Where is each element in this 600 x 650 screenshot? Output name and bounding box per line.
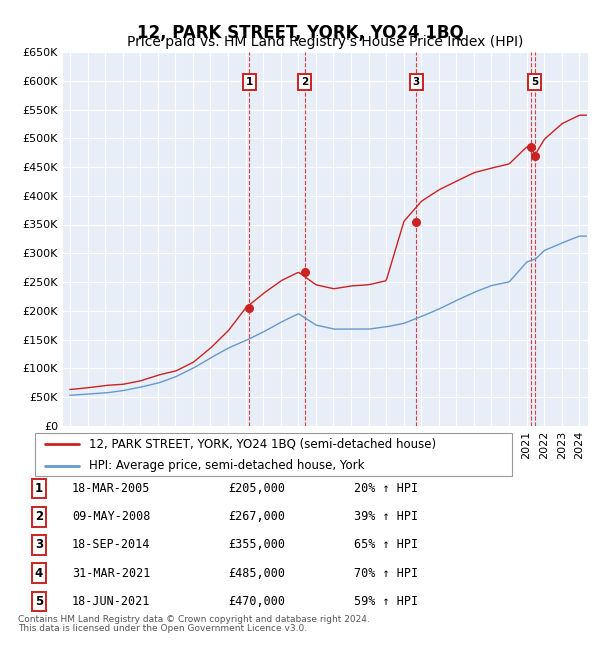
Text: 70% ↑ HPI: 70% ↑ HPI xyxy=(354,567,418,580)
Text: £485,000: £485,000 xyxy=(228,567,285,580)
Text: £267,000: £267,000 xyxy=(228,510,285,523)
Text: Contains HM Land Registry data © Crown copyright and database right 2024.: Contains HM Land Registry data © Crown c… xyxy=(18,616,370,624)
Text: 4: 4 xyxy=(35,567,43,580)
Text: This data is licensed under the Open Government Licence v3.0.: This data is licensed under the Open Gov… xyxy=(18,625,307,634)
Text: 20% ↑ HPI: 20% ↑ HPI xyxy=(354,482,418,495)
Text: 5: 5 xyxy=(531,77,538,87)
Text: 59% ↑ HPI: 59% ↑ HPI xyxy=(354,595,418,608)
Text: 18-SEP-2014: 18-SEP-2014 xyxy=(72,538,151,551)
Text: 31-MAR-2021: 31-MAR-2021 xyxy=(72,567,151,580)
Text: 39% ↑ HPI: 39% ↑ HPI xyxy=(354,510,418,523)
Text: £205,000: £205,000 xyxy=(228,482,285,495)
Text: 09-MAY-2008: 09-MAY-2008 xyxy=(72,510,151,523)
FancyBboxPatch shape xyxy=(35,433,512,476)
Text: HPI: Average price, semi-detached house, York: HPI: Average price, semi-detached house,… xyxy=(89,459,365,472)
Title: Price paid vs. HM Land Registry's House Price Index (HPI): Price paid vs. HM Land Registry's House … xyxy=(127,36,524,49)
Text: 18-JUN-2021: 18-JUN-2021 xyxy=(72,595,151,608)
Text: 1: 1 xyxy=(35,482,43,495)
Text: £470,000: £470,000 xyxy=(228,595,285,608)
Text: 12, PARK STREET, YORK, YO24 1BQ: 12, PARK STREET, YORK, YO24 1BQ xyxy=(137,24,463,42)
Text: 2: 2 xyxy=(301,77,308,87)
Text: 3: 3 xyxy=(35,538,43,551)
Text: 18-MAR-2005: 18-MAR-2005 xyxy=(72,482,151,495)
Text: 5: 5 xyxy=(35,595,43,608)
Text: 65% ↑ HPI: 65% ↑ HPI xyxy=(354,538,418,551)
Text: £355,000: £355,000 xyxy=(228,538,285,551)
Text: 1: 1 xyxy=(245,77,253,87)
Text: 3: 3 xyxy=(412,77,420,87)
Text: 2: 2 xyxy=(35,510,43,523)
Text: 12, PARK STREET, YORK, YO24 1BQ (semi-detached house): 12, PARK STREET, YORK, YO24 1BQ (semi-de… xyxy=(89,437,436,450)
